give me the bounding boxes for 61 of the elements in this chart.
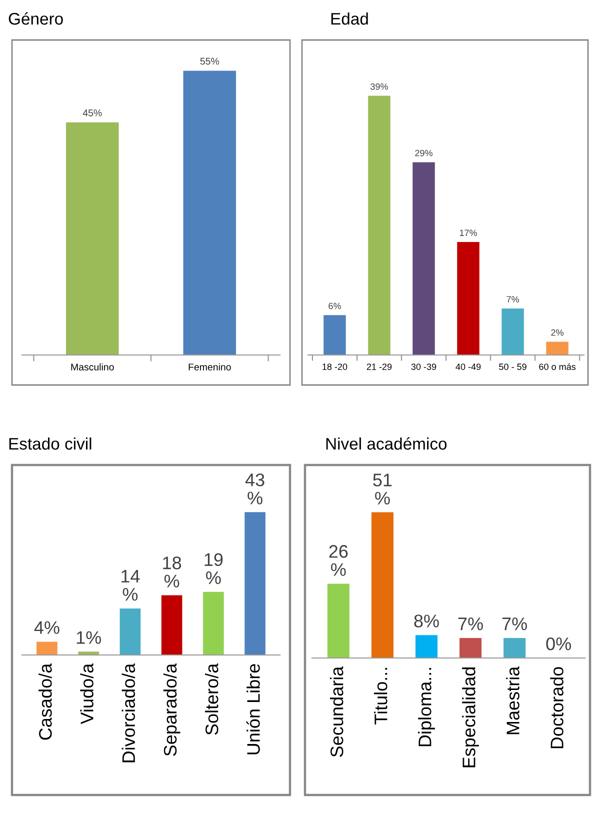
bar	[504, 638, 526, 658]
x-tick-label: Especialidad	[462, 667, 479, 768]
x-tick-label: 50 - 59	[499, 364, 526, 370]
bar	[327, 584, 350, 658]
bar	[460, 638, 482, 658]
bar	[203, 592, 224, 655]
data-label: 4%	[34, 621, 60, 634]
data-label: 43 %	[245, 473, 264, 504]
x-tick-label: 18 -20	[322, 364, 348, 370]
chart-title: Estado civil	[9, 437, 92, 450]
bar	[412, 162, 435, 355]
data-label: 17%	[460, 230, 477, 236]
bar	[546, 342, 568, 355]
x-tick-label: Divorciado/a	[122, 663, 136, 762]
data-label: 8%	[414, 614, 439, 628]
data-label: 55%	[200, 58, 220, 65]
x-tick-label: Secundaria	[330, 666, 344, 757]
x-tick-label: Titulo...	[374, 668, 388, 724]
x-tick-label: Masculino	[71, 363, 114, 370]
x-tick-label: Maestria	[506, 666, 520, 734]
bar	[457, 242, 480, 355]
bar	[244, 512, 266, 655]
x-tick-label: Soltero/a	[205, 663, 218, 735]
bar	[324, 315, 346, 355]
bar	[368, 96, 390, 355]
x-tick-label: Casado/a	[38, 663, 52, 740]
data-label: 51 %	[373, 474, 392, 504]
bar	[415, 635, 438, 658]
data-label: 29%	[415, 150, 432, 156]
bar	[161, 595, 182, 655]
data-label: 2%	[551, 329, 564, 336]
data-label: 1%	[76, 631, 101, 644]
x-tick-label: 21 -29	[366, 364, 392, 370]
data-label: 39%	[370, 83, 388, 90]
chart-title: Nivel académico	[326, 437, 447, 450]
data-label: 7%	[502, 618, 527, 630]
bar	[120, 608, 141, 655]
data-label: 6%	[328, 302, 341, 310]
data-label: 7%	[458, 618, 483, 630]
data-label: 18 %	[163, 556, 182, 588]
x-tick-label: 60 o más	[539, 363, 576, 370]
chart-title: Género	[8, 12, 63, 25]
x-tick-label: Unión Libre	[246, 664, 260, 754]
x-tick-label: Viudo/a	[80, 663, 94, 724]
data-label: 7%	[506, 296, 519, 302]
data-label: 0%	[546, 637, 571, 650]
chart-title: Edad	[331, 12, 368, 25]
x-tick-label: 40 -49	[456, 364, 481, 370]
bar	[36, 642, 58, 655]
bar	[371, 512, 394, 658]
data-label: 19 %	[204, 553, 223, 584]
data-label: 45%	[82, 109, 102, 116]
x-tick-label: Diploma...	[418, 668, 435, 746]
bar	[78, 652, 99, 655]
data-label: 14 %	[122, 570, 140, 601]
bar	[502, 308, 524, 355]
x-tick-label: 30 -39	[411, 364, 436, 370]
x-tick-label: Femenino	[188, 363, 231, 370]
data-label: 26 %	[329, 545, 348, 576]
x-tick-label: Separado/a	[163, 663, 180, 756]
x-tick-label: Doctorado	[550, 667, 564, 748]
